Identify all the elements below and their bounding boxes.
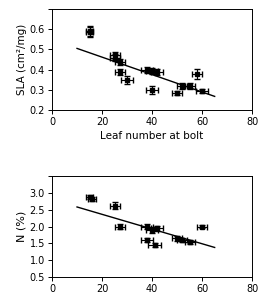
X-axis label: Leaf number at bolt: Leaf number at bolt [100,131,204,141]
Y-axis label: N (%): N (%) [17,211,27,242]
Y-axis label: SLA (cm²/mg): SLA (cm²/mg) [17,24,27,95]
